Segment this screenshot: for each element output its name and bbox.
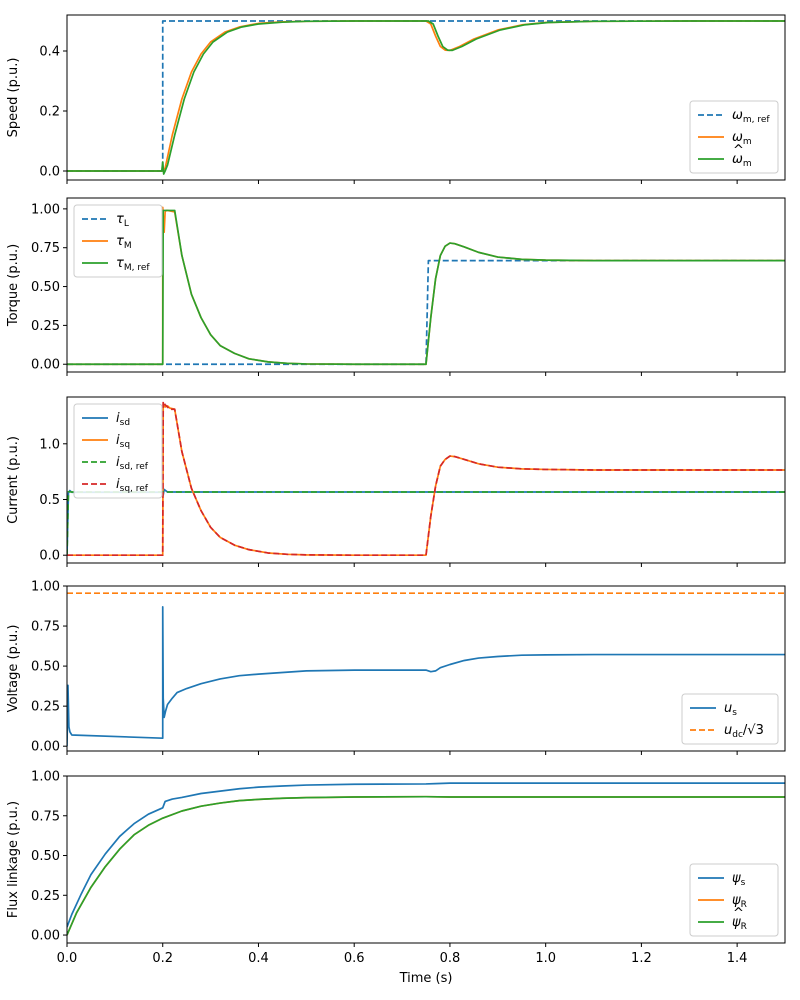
- y-axis-label: Speed (p.u.): [6, 58, 21, 138]
- svg-text:ωm: ωm: [732, 130, 752, 147]
- axes-frame: [66, 197, 786, 373]
- y-axis-label: Voltage (p.u.): [6, 625, 21, 713]
- legend-entry: τL: [116, 212, 129, 229]
- y-tick-label: 0.00: [31, 358, 60, 373]
- svg-text:ωm, ref: ωm, ref: [732, 108, 770, 125]
- x-tick-label: 1.4: [727, 951, 748, 966]
- y-tick-label: 1.00: [31, 202, 60, 217]
- legend-entry: ψR^: [732, 906, 747, 932]
- svg-text:^: ^: [733, 906, 744, 921]
- series-line-5-3: [67, 795, 785, 936]
- x-tick-label: 0.8: [440, 951, 461, 966]
- legend-entry: ωm, ref: [732, 108, 770, 125]
- series-line-2-3: [67, 209, 785, 366]
- series-line-4-1: [67, 605, 785, 747]
- y-tick-label: 1.0: [39, 437, 60, 452]
- svg-text:isq, ref: isq, ref: [116, 477, 149, 494]
- y-tick-label: 0.50: [31, 660, 60, 675]
- legend-entry: isd, ref: [116, 455, 149, 472]
- svg-text:τM: τM: [116, 234, 132, 251]
- y-tick-label: 0.0: [39, 165, 60, 180]
- y-tick-label: 0.00: [31, 740, 60, 755]
- svg-text:^: ^: [733, 143, 744, 158]
- x-tick-label: 0.2: [152, 951, 173, 966]
- series-line-3-3: [67, 490, 785, 556]
- y-tick-label: 0.75: [31, 809, 60, 824]
- series-line-5-2: [67, 795, 785, 936]
- y-tick-label: 0.50: [31, 849, 60, 864]
- legend: τL τM τM, ref: [73, 204, 163, 278]
- y-tick-label: 0.25: [31, 700, 60, 715]
- legend: isd isq isd, ref isq, ref: [73, 403, 163, 499]
- x-tick-label: 0.0: [57, 951, 78, 966]
- y-axis-label: Flux linkage (p.u.): [6, 801, 21, 918]
- series-line-3-4: [67, 400, 785, 557]
- y-tick-label: 0.75: [31, 241, 60, 256]
- svg-text:ψs: ψs: [732, 871, 746, 888]
- y-axis-label: Current (p.u.): [6, 436, 21, 524]
- svg-text:ψR: ψR: [732, 893, 747, 910]
- legend: us udc/√3: [681, 693, 779, 745]
- y-tick-label: 0.4: [39, 45, 60, 60]
- y-tick-label: 0.2: [39, 105, 60, 120]
- y-tick-label: 1.00: [31, 770, 60, 785]
- series-line-1-2: [67, 20, 785, 172]
- y-tick-label: 0.50: [31, 280, 60, 295]
- series-line-1-1: [67, 20, 785, 172]
- svg-text:isd: isd: [116, 411, 130, 428]
- svg-text:udc/√3: udc/√3: [724, 723, 764, 740]
- axes-frame: [66, 396, 786, 564]
- svg-text:us: us: [724, 701, 737, 718]
- y-tick-label: 0.25: [31, 319, 60, 334]
- series-line-3-1: [67, 488, 785, 556]
- y-tick-label: 0.25: [31, 889, 60, 904]
- y-axis-label: Torque (p.u.): [6, 244, 21, 327]
- legend-entry: udc/√3: [724, 723, 764, 740]
- y-tick-label: 0.00: [31, 929, 60, 944]
- legend-entry: τM: [116, 234, 132, 251]
- axes-frame: [66, 14, 786, 181]
- legend-entry: ωm: [732, 130, 752, 147]
- axes-frame: [66, 585, 786, 752]
- x-tick-label: 1.2: [631, 951, 652, 966]
- legend-entry: τM, ref: [116, 256, 150, 273]
- legend-entry: ωm^: [732, 143, 752, 169]
- legend-entry: ψs: [732, 871, 746, 888]
- svg-text:ωm: ωm: [732, 152, 752, 169]
- x-tick-label: 0.4: [248, 951, 269, 966]
- y-tick-label: 0.0: [39, 549, 60, 564]
- legend-entry: isq, ref: [116, 477, 149, 494]
- legend-entry: isq: [116, 433, 130, 450]
- svg-text:τL: τL: [116, 212, 129, 229]
- subplot-3: 0.0 0.5 1.0 Current (p.u.) isd isq isd, ref isq…: [6, 396, 786, 567]
- svg-text:isq: isq: [116, 433, 130, 450]
- x-axis-label: Time (s): [399, 971, 453, 986]
- series-line-3-2: [67, 402, 785, 557]
- subplot-4: 0.00 0.25 0.50 0.75 1.00 Voltage (p.u.) us udc/…: [6, 580, 786, 755]
- series-line-1-3: [67, 20, 785, 175]
- y-tick-label: 1.00: [31, 580, 60, 595]
- legend-entry: us: [724, 701, 737, 718]
- x-tick-label: 0.6: [344, 951, 365, 966]
- legend-entry: ψR: [732, 893, 747, 910]
- y-tick-label: 0.75: [31, 620, 60, 635]
- x-tick-label: 1.0: [535, 951, 556, 966]
- series-line-5-1: [67, 782, 785, 928]
- y-tick-label: 0.5: [39, 493, 60, 508]
- subplot-5: 0.0 0.2 0.4 0.6 0.8 1.0 1.2 1.4 0.00 0.25 0.50 0.75…: [6, 770, 786, 966]
- subplot-2: 0.00 0.25 0.50 0.75 1.00 Torque (p.u.) τL τM τM,…: [6, 197, 786, 376]
- legend-entry: isd: [116, 411, 130, 428]
- svg-text:ψR: ψR: [732, 915, 747, 932]
- series-line-2-1: [67, 259, 785, 366]
- svg-text:isd, ref: isd, ref: [116, 455, 149, 472]
- svg-text:τM, ref: τM, ref: [116, 256, 150, 273]
- axes-frame: [66, 775, 786, 944]
